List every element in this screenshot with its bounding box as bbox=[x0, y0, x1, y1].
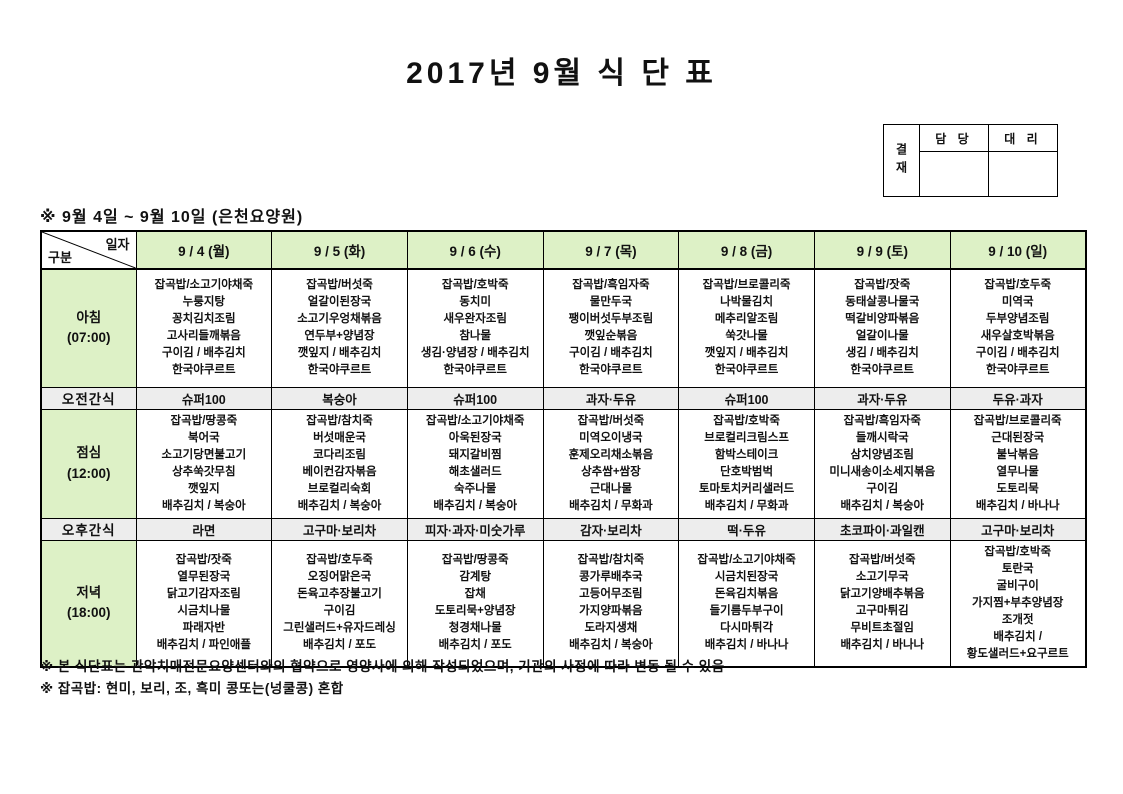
lunch-cell-sun: 잡곡밥/브로콜리죽 근대된장국 불낙볶음 열무나물 도토리묵 배추김치 / 바나… bbox=[949, 408, 1087, 519]
lunch-row: 점심 (12:00) 잡곡밥/땅콩죽 북어국 소고기당면불고기 상추쑥갓무침 깻… bbox=[40, 408, 1087, 519]
note-disclaimer: ※ 본 식단표는 관악치매전문요양센터와의 협약으로 영양사에 의해 작성되었으… bbox=[40, 659, 725, 674]
breakfast-row: 아침 (07:00) 잡곡밥/소고기야채죽 누룽지탕 꽁치김치조림 고사리들깨볶… bbox=[40, 268, 1087, 388]
approval-stamp-label: 결재 bbox=[883, 124, 920, 197]
breakfast-cell-sun: 잡곡밥/호두죽 미역국 두부양념조림 새우살호박볶음 구이김 / 배추김치 한국… bbox=[949, 268, 1087, 388]
approval-col-deputy: 대 리 bbox=[988, 124, 1058, 152]
afternoon-snack-cell-thu: 감자·보리차 bbox=[542, 517, 680, 541]
morning-snack-cell-fri: 슈퍼100 bbox=[678, 386, 815, 410]
afternoon-snack-cell-tue: 고구마·보리차 bbox=[271, 517, 408, 541]
menu-table: 일자 구분 9 / 4 (월) 9 / 5 (화) 9 / 6 (수) 9 / … bbox=[40, 230, 1087, 668]
breakfast-cell-fri: 잡곡밥/브로콜리죽 나박물김치 메추리알조림 쑥갓나물 깻잎지 / 배추김치 한… bbox=[678, 268, 815, 388]
footer-notes: ※ 본 식단표는 관악치매전문요양센터와의 협약으로 영양사에 의해 작성되었으… bbox=[40, 656, 1085, 700]
corner-diagonal-line bbox=[42, 232, 136, 268]
period-subtitle: ※ 9월 4일 ~ 9월 10일 (은천요양원) bbox=[40, 209, 304, 226]
afternoon-snack-cell-sat: 초코파이·과일캔 bbox=[813, 517, 951, 541]
morning-snack-cell-wed: 슈퍼100 bbox=[406, 386, 544, 410]
approval-box: 결재 담 당 대 리 bbox=[883, 124, 1058, 197]
morning-snack-cell-mon: 슈퍼100 bbox=[135, 386, 273, 410]
lunch-cell-tue: 잡곡밥/참치죽 버섯매운국 코다리조림 베이컨감자볶음 브로컬리숙회 배추김치 … bbox=[271, 408, 408, 519]
breakfast-cell-wed: 잡곡밥/호박죽 동치미 새우완자조림 참나물 생김·양념장 / 배추김치 한국야… bbox=[406, 268, 544, 388]
approval-col-manager: 담 당 bbox=[919, 124, 989, 152]
afternoon-snack-row: 오후간식 라면 고구마·보리차 피자·과자·미숫가루 감자·보리차 떡·두유 초… bbox=[40, 517, 1087, 541]
day-header-sat: 9 / 9 (토) bbox=[813, 230, 951, 270]
morning-snack-cell-thu: 과자·두유 bbox=[542, 386, 680, 410]
breakfast-cell-thu: 잡곡밥/흑임자죽 물만두국 팽이버섯두부조림 깻잎순볶음 구이김 / 배추김치 … bbox=[542, 268, 680, 388]
breakfast-cell-mon: 잡곡밥/소고기야채죽 누룽지탕 꽁치김치조림 고사리들깨볶음 구이김 / 배추김… bbox=[135, 268, 273, 388]
note-grain-rice: ※ 잡곡밥: 현미, 보리, 조, 흑미 콩또는(넝쿨콩) 혼합 bbox=[40, 681, 344, 696]
afternoon-snack-cell-mon: 라면 bbox=[135, 517, 273, 541]
breakfast-cell-tue: 잡곡밥/버섯죽 얼갈이된장국 소고기우엉채볶음 연두부+양념장 깻잎지 / 배추… bbox=[271, 268, 408, 388]
lunch-cell-wed: 잡곡밥/소고기야채죽 아욱된장국 돼지갈비찜 해초샐러드 숙주나물 배추김치 /… bbox=[406, 408, 544, 519]
lunch-cell-mon: 잡곡밥/땅콩죽 북어국 소고기당면불고기 상추쑥갓무침 깻잎지 배추김치 / 복… bbox=[135, 408, 273, 519]
lunch-cell-thu: 잡곡밥/버섯죽 미역오이냉국 훈제오리채소볶음 상추쌈+쌈장 근대나물 배추김치… bbox=[542, 408, 680, 519]
afternoon-snack-row-label: 오후간식 bbox=[40, 517, 137, 541]
page-title: 2017년 9월 식 단 표 bbox=[406, 57, 717, 90]
morning-snack-row: 오전간식 슈퍼100 복숭아 슈퍼100 과자·두유 슈퍼100 과자·두유 두… bbox=[40, 386, 1087, 410]
afternoon-snack-cell-fri: 떡·두유 bbox=[678, 517, 815, 541]
approval-sign-cell-deputy bbox=[988, 151, 1058, 197]
corner-label-category: 구분 bbox=[48, 250, 72, 265]
day-header-thu: 9 / 7 (목) bbox=[542, 230, 680, 270]
header-row: 일자 구분 9 / 4 (월) 9 / 5 (화) 9 / 6 (수) 9 / … bbox=[40, 230, 1087, 270]
day-header-tue: 9 / 5 (화) bbox=[271, 230, 408, 270]
dinner-cell-mon: 잡곡밥/잣죽 열무된장국 닭고기감자조림 시금치나물 파래자반 배추김치 / 파… bbox=[135, 539, 273, 667]
dinner-cell-tue: 잡곡밥/호두죽 오징어맑은국 돈육고추장불고기 구이김 그린샐러드+유자드레싱 … bbox=[271, 539, 408, 667]
approval-sign-cell-manager bbox=[919, 151, 989, 197]
day-header-fri: 9 / 8 (금) bbox=[678, 230, 815, 270]
day-header-sun: 9 / 10 (일) bbox=[949, 230, 1087, 270]
morning-snack-cell-sat: 과자·두유 bbox=[813, 386, 951, 410]
corner-cell: 일자 구분 bbox=[40, 230, 137, 270]
morning-snack-row-label: 오전간식 bbox=[40, 386, 137, 410]
dinner-row: 저녁 (18:00) 잡곡밥/잣죽 열무된장국 닭고기감자조림 시금치나물 파래… bbox=[40, 539, 1087, 667]
breakfast-cell-sat: 잡곡밥/잣죽 동태살콩나물국 떡갈비양파볶음 얼갈이나물 생김 / 배추김치 한… bbox=[813, 268, 951, 388]
lunch-row-label: 점심 (12:00) bbox=[40, 408, 137, 519]
dinner-cell-sun: 잡곡밥/호박죽 토란국 굴비구이 가지찜+부추양념장 조개젓 배추김치 / 황도… bbox=[949, 539, 1087, 667]
dinner-row-label: 저녁 (18:00) bbox=[40, 539, 137, 667]
dinner-cell-sat: 잡곡밥/버섯죽 소고기무국 닭고기양배추볶음 고구마튀김 무비트초절임 배추김치… bbox=[813, 539, 951, 667]
morning-snack-cell-sun: 두유·과자 bbox=[949, 386, 1087, 410]
day-header-mon: 9 / 4 (월) bbox=[135, 230, 273, 270]
breakfast-row-label: 아침 (07:00) bbox=[40, 268, 137, 388]
afternoon-snack-cell-wed: 피자·과자·미숫가루 bbox=[406, 517, 544, 541]
dinner-cell-fri: 잡곡밥/소고기야채죽 시금치된장국 돈육김치볶음 들기름두부구이 다시마튀각 배… bbox=[678, 539, 815, 667]
day-header-wed: 9 / 6 (수) bbox=[406, 230, 544, 270]
corner-label-date: 일자 bbox=[105, 237, 130, 252]
dinner-cell-thu: 잡곡밥/참치죽 콩가루배추국 고등어무조림 가지양파볶음 도라지생채 배추김치 … bbox=[542, 539, 680, 667]
dinner-cell-wed: 잡곡밥/땅콩죽 감계탕 잡채 도토리묵+양념장 청경채나물 배추김치 / 포도 bbox=[406, 539, 544, 667]
afternoon-snack-cell-sun: 고구마·보리차 bbox=[949, 517, 1087, 541]
lunch-cell-fri: 잡곡밥/호박죽 브로컬리크림스프 함박스테이크 단호박범벅 토마토치커리샐러드 … bbox=[678, 408, 815, 519]
lunch-cell-sat: 잡곡밥/흑임자죽 들깨시락국 삼치양념조림 미니새송이소세지볶음 구이김 배추김… bbox=[813, 408, 951, 519]
morning-snack-cell-tue: 복숭아 bbox=[271, 386, 408, 410]
